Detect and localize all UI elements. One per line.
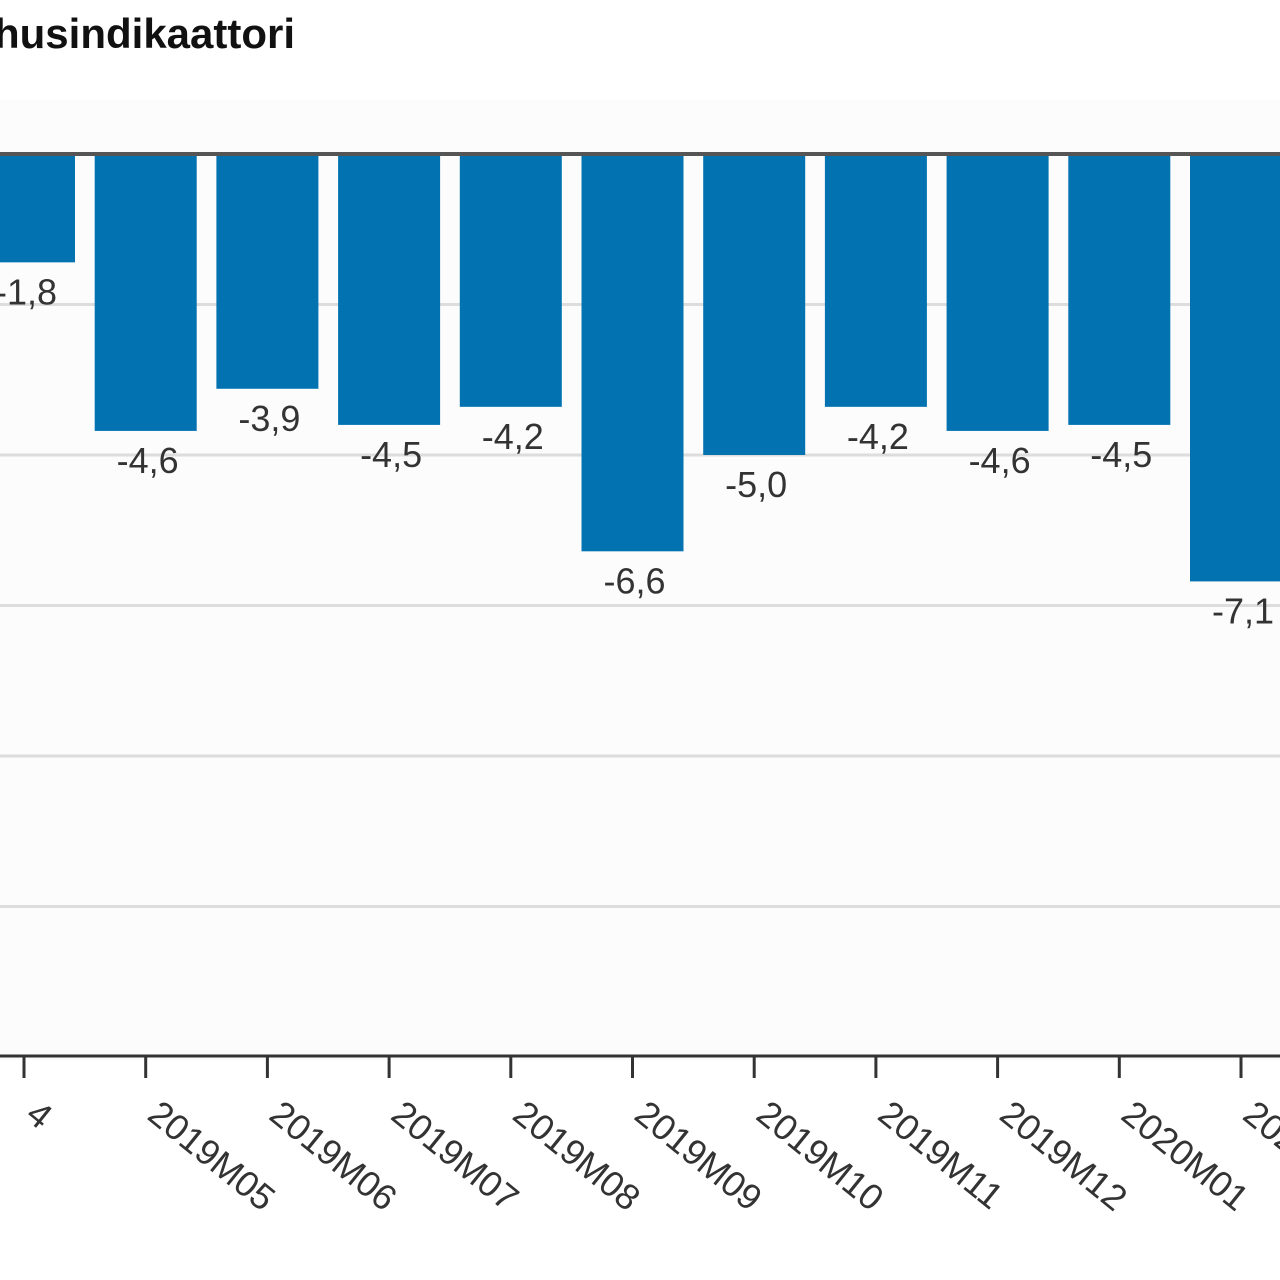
x-tick-label: 2019M12 (993, 1092, 1135, 1218)
bar-2020m01 (1068, 154, 1171, 425)
bar-2019m06 (216, 154, 319, 389)
bar-2019m08 (459, 154, 562, 407)
data-label: -7,1 (1212, 590, 1274, 631)
bar-2019m09 (581, 154, 684, 552)
bar-2019m11 (824, 154, 927, 407)
x-tick-label: 2019M06 (262, 1092, 404, 1218)
data-label: -3,9 (238, 398, 300, 439)
bar-2019m10 (703, 154, 806, 455)
x-tick-label: 2019M11 (871, 1092, 1011, 1217)
bar-2020m02 (1190, 154, 1280, 582)
x-tick-label: 2020M01 (1114, 1092, 1256, 1218)
x-tick-label: 2019M10 (749, 1092, 891, 1218)
x-tick-label: 4 (19, 1092, 60, 1136)
data-label: -4,5 (1090, 434, 1152, 475)
data-label: -1,8 (0, 271, 57, 312)
chart-title: husindikaattori (0, 10, 296, 57)
data-label: -4,6 (117, 440, 179, 481)
bar-2019m05 (94, 154, 197, 431)
data-label: -6,6 (603, 560, 665, 601)
data-label: -4,2 (847, 416, 909, 457)
data-label: -5,0 (725, 464, 787, 505)
x-tick-label: 2019M08 (506, 1092, 648, 1218)
bar-2019m12 (946, 154, 1049, 431)
x-tick-label: 2019M09 (627, 1092, 769, 1218)
bar-2019m07 (338, 154, 441, 425)
data-label: -4,2 (482, 416, 544, 457)
x-tick-label: 2019M05 (141, 1092, 283, 1218)
data-label: -4,6 (969, 440, 1031, 481)
x-tick-label: 2019M07 (384, 1092, 526, 1218)
bar-2019m04 (0, 154, 75, 263)
data-label: -4,5 (360, 434, 422, 475)
